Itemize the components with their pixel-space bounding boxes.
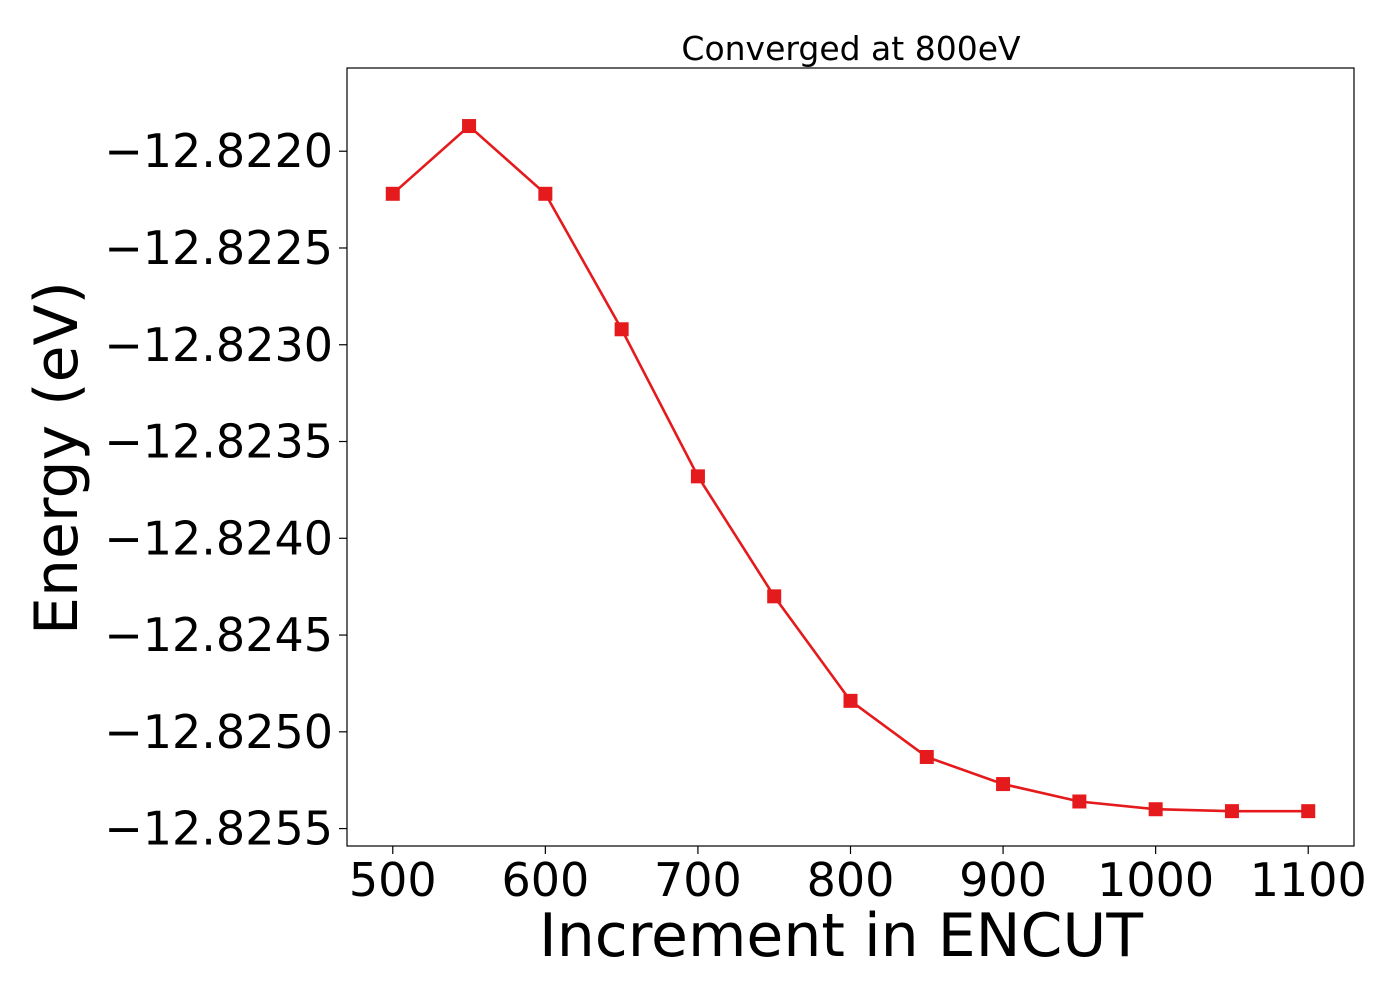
data-point-marker bbox=[690, 469, 705, 484]
data-point-marker bbox=[1148, 802, 1163, 817]
data-point-marker bbox=[767, 589, 782, 604]
x-tick-label: 800 bbox=[807, 853, 895, 907]
data-point-marker bbox=[1301, 804, 1316, 819]
data-series bbox=[385, 119, 1316, 819]
x-axis-ticks: 500 600 700 800 900 1000 1100 bbox=[349, 846, 1367, 907]
data-point-marker bbox=[385, 186, 400, 201]
data-point-marker bbox=[1072, 794, 1087, 809]
y-tick-label: −12.8255 bbox=[104, 802, 333, 856]
plot-frame bbox=[346, 67, 1355, 847]
y-axis-label: Energy (eV) bbox=[22, 281, 92, 635]
x-tick-label: 1000 bbox=[1097, 853, 1214, 907]
y-tick-label: −12.8245 bbox=[104, 608, 333, 662]
x-tick-label: 900 bbox=[959, 853, 1047, 907]
x-tick-label: 700 bbox=[654, 853, 742, 907]
x-tick-label: 1100 bbox=[1250, 853, 1367, 907]
y-tick-label: −12.8250 bbox=[104, 705, 333, 759]
y-tick-label: −12.8240 bbox=[104, 511, 333, 565]
y-tick-label: −12.8225 bbox=[104, 221, 333, 275]
x-tick-label: 500 bbox=[349, 853, 437, 907]
data-point-marker bbox=[1224, 804, 1239, 819]
series-line bbox=[391, 124, 1309, 813]
y-axis-ticks: −12.8220 −12.8225 −12.8230 −12.8235 −12.8240… bbox=[104, 124, 347, 856]
data-point-marker bbox=[843, 693, 858, 708]
data-point-marker bbox=[614, 322, 629, 337]
x-tick-label: 600 bbox=[501, 853, 589, 907]
chart-title: Converged at 800eV bbox=[681, 29, 1021, 68]
data-point-marker bbox=[538, 186, 553, 201]
y-tick-label: −12.8235 bbox=[104, 415, 333, 469]
data-point-marker bbox=[462, 119, 477, 134]
data-point-marker bbox=[919, 749, 934, 764]
y-tick-label: −12.8230 bbox=[104, 318, 333, 372]
y-tick-label: −12.8220 bbox=[104, 124, 333, 178]
data-point-marker bbox=[996, 777, 1011, 792]
x-axis-label: Increment in ENCUT bbox=[539, 901, 1143, 971]
